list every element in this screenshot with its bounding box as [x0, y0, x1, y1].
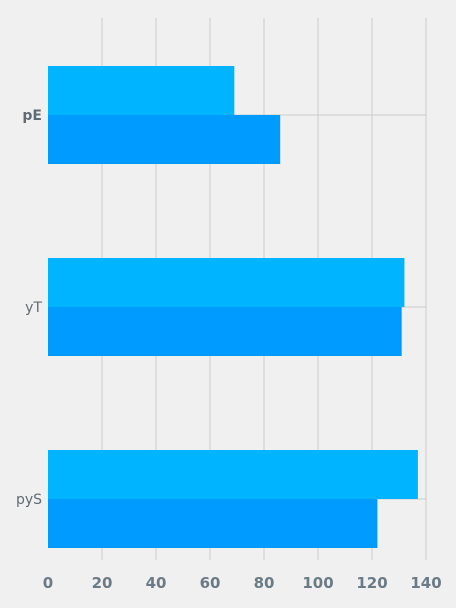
category-label-yT: yT [25, 300, 42, 316]
x-tick-label-120: 120 [356, 574, 387, 592]
bar-pE-series-1 [48, 66, 235, 115]
x-tick-label-140: 140 [410, 574, 441, 592]
x-tick-label-60: 60 [200, 574, 221, 592]
bars-layer [48, 66, 418, 548]
bar-pyS-series-2 [48, 499, 378, 548]
bar-yT-series-2 [48, 307, 402, 356]
x-tick-label-20: 20 [92, 574, 113, 592]
category-label-pE: pE [22, 108, 42, 124]
bar-pyS-series-1 [48, 450, 418, 499]
category-labels: pE yT pyS [16, 108, 43, 508]
x-tick-label-0: 0 [43, 574, 53, 592]
x-tick-label-40: 40 [146, 574, 167, 592]
bar-yT-series-1 [48, 258, 405, 307]
x-tick-label-100: 100 [302, 574, 333, 592]
bar-pE-series-2 [48, 115, 281, 164]
x-tick-labels: 0 20 40 60 80 100 120 140 [43, 574, 442, 592]
category-label-pyS: pyS [16, 492, 42, 508]
x-tick-label-80: 80 [254, 574, 275, 592]
